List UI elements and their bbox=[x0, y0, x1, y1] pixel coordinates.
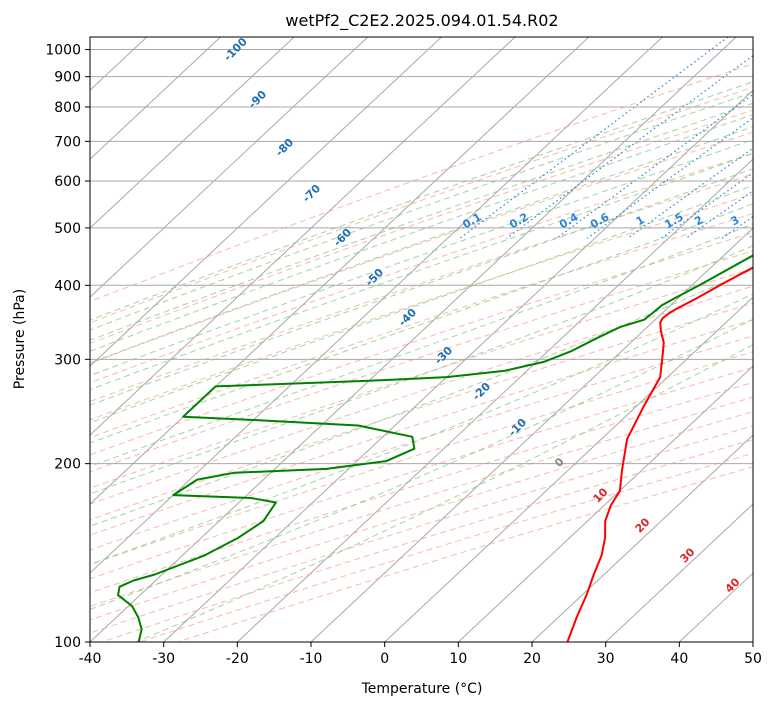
y-tick-label: 200 bbox=[54, 457, 81, 473]
mixing-ratio-line bbox=[506, 54, 753, 239]
moist-adiabat-line bbox=[90, 245, 753, 495]
y-tick-label: 900 bbox=[54, 70, 81, 86]
x-tick-label: 0 bbox=[380, 651, 389, 667]
dry-adiabat-line bbox=[90, 351, 753, 566]
x-tick-label: -40 bbox=[79, 651, 102, 667]
moist-adiabat-line bbox=[90, 126, 753, 364]
moist-adiabat-line bbox=[90, 91, 753, 331]
x-tick-label: -20 bbox=[226, 651, 249, 667]
dry-adiabat-line bbox=[90, 152, 753, 384]
dry-adiabat-line bbox=[90, 268, 753, 489]
isotherm-line bbox=[90, 37, 442, 367]
moist-adiabat-line bbox=[90, 318, 753, 611]
y-tick-label: 800 bbox=[54, 100, 81, 116]
isobar-gridlines bbox=[90, 49, 753, 642]
isotherm-line bbox=[90, 37, 737, 642]
y-tick-label: 700 bbox=[54, 134, 81, 150]
x-tick-label: -10 bbox=[300, 651, 323, 667]
moist-adiabat-line bbox=[90, 268, 753, 527]
isotherm-line bbox=[90, 37, 221, 160]
moist-adiabat-line bbox=[90, 152, 753, 391]
chart-title: wetPf2_C2E2.2025.094.01.54.R02 bbox=[285, 11, 558, 31]
isotherm-line bbox=[457, 365, 753, 642]
moist-adiabat-line bbox=[90, 102, 753, 341]
y-axis-title: Pressure (hPa) bbox=[12, 289, 28, 389]
moist-adiabat-line bbox=[135, 344, 753, 642]
isotherm-line bbox=[236, 158, 753, 642]
x-tick-label: 50 bbox=[744, 651, 762, 667]
dry-adiabat-line bbox=[90, 250, 753, 473]
plot-area: 0.10.20.40.611.52346810131620253036-100-… bbox=[0, 36, 768, 643]
y-tick-label: 600 bbox=[54, 174, 81, 190]
mixing-ratio-label: 4 bbox=[755, 213, 768, 228]
y-tick-label: 400 bbox=[54, 278, 81, 294]
isotherm-line bbox=[310, 227, 753, 642]
dry-adiabat-line bbox=[90, 319, 753, 536]
x-axis-ticks: -40 -30 -20 -10 0 10 20 30 40 50 bbox=[79, 642, 762, 667]
x-tick-label: 20 bbox=[523, 651, 541, 667]
isotherm-line bbox=[605, 503, 753, 642]
plot-frame bbox=[89, 36, 754, 643]
y-tick-label: 100 bbox=[54, 635, 81, 651]
dry-adiabat-line bbox=[90, 131, 753, 364]
isotherm-line bbox=[0, 37, 73, 642]
isotherm-line bbox=[752, 641, 753, 642]
dry-adiabat-line bbox=[90, 212, 753, 439]
dry-adiabat-line bbox=[90, 109, 753, 345]
sounding-profiles bbox=[117, 254, 753, 642]
mixing-ratio-line bbox=[459, 37, 729, 239]
moist-adiabat-line bbox=[90, 168, 753, 406]
y-tick-label: 500 bbox=[54, 221, 81, 237]
moist-adiabat-line bbox=[90, 184, 753, 424]
y-axis-ticks: 100 200 300 400 500 600 700 800 900 1000 bbox=[45, 43, 90, 651]
temperature-profile-line bbox=[566, 266, 753, 642]
isotherm-line bbox=[531, 434, 753, 642]
dry-adiabat-line bbox=[90, 396, 753, 608]
isotherm-line bbox=[90, 37, 590, 505]
moist-adiabat-line bbox=[90, 203, 753, 444]
moist-adiabat-line bbox=[90, 81, 753, 321]
x-tick-label: -30 bbox=[152, 651, 175, 667]
isotherm-line bbox=[90, 37, 295, 229]
dry-adiabat-line bbox=[90, 381, 753, 594]
dry-adiabat-line bbox=[90, 173, 753, 403]
background-reference-lines bbox=[0, 37, 753, 642]
isotherm-line bbox=[90, 37, 663, 574]
y-tick-label: 300 bbox=[54, 352, 81, 368]
x-tick-label: 30 bbox=[597, 651, 615, 667]
isotherm-line bbox=[384, 296, 753, 642]
isotherm-line bbox=[163, 89, 753, 642]
x-tick-label: 40 bbox=[670, 651, 688, 667]
dewpoint-profile-line bbox=[117, 254, 753, 642]
isotherm-line bbox=[90, 37, 369, 298]
isotherm-line bbox=[90, 37, 516, 436]
y-tick-label: 1000 bbox=[45, 43, 81, 59]
dry-adiabat-line bbox=[90, 63, 753, 303]
moist-adiabat-line bbox=[90, 138, 753, 377]
mixing-ratio-line bbox=[627, 147, 753, 239]
x-axis-title: Temperature (°C) bbox=[361, 681, 483, 697]
dry-adiabat-line bbox=[90, 302, 753, 521]
x-tick-label: 10 bbox=[449, 651, 467, 667]
